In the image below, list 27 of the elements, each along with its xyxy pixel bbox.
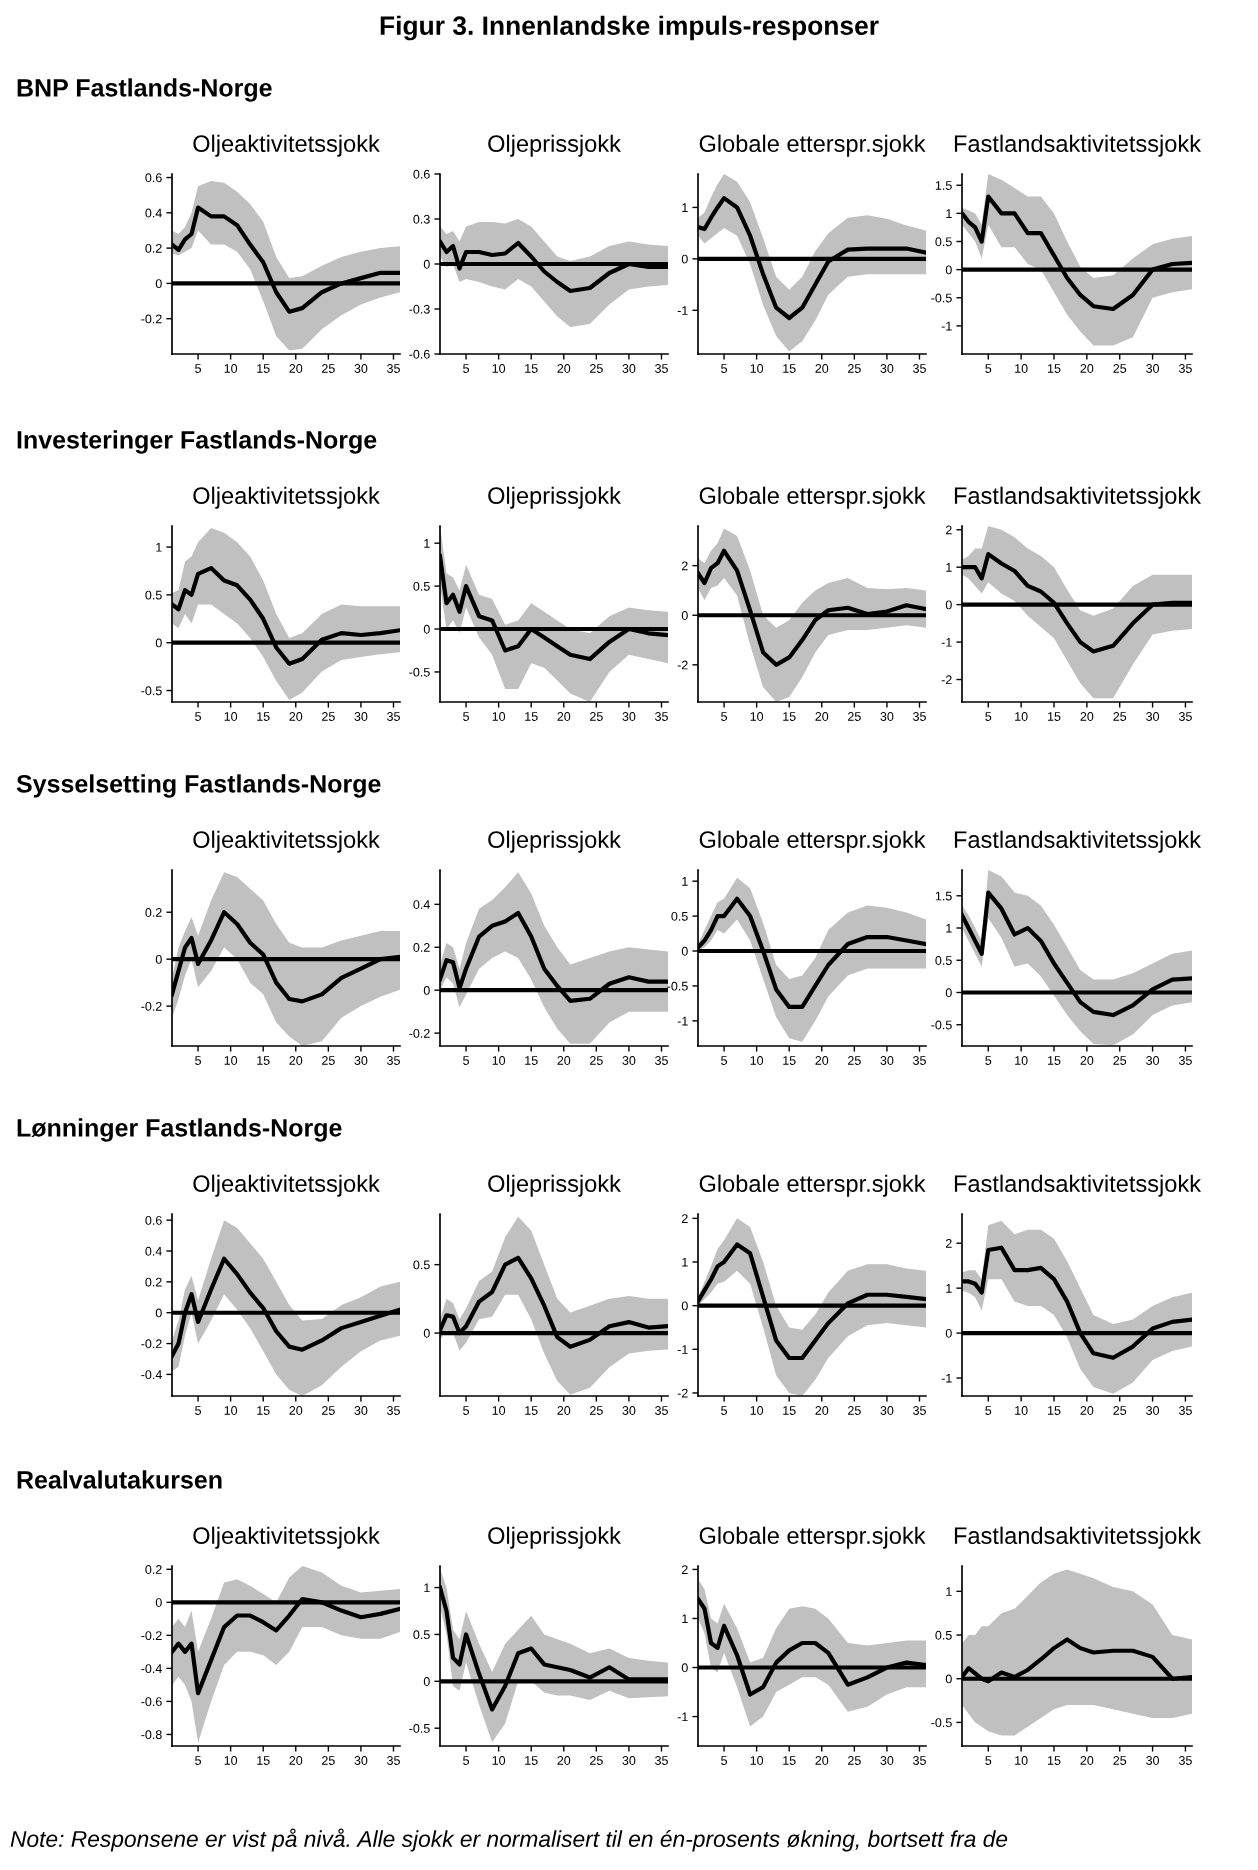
chart-title: Oljeaktivitetssjokk <box>193 830 380 853</box>
chart-title: Fastlandsaktivitetssjokk <box>954 486 1202 509</box>
chart-title: Globale etterspr.sjokk <box>699 486 926 509</box>
chart-subtitle: Sysselsetting Fastlands-Norge <box>16 774 381 798</box>
chart-title: Fastlandsaktivitetssjokk <box>954 1174 1202 1197</box>
chart-title: Oljeprissjokk <box>488 134 621 157</box>
chart-title: Globale etterspr.sjokk <box>699 1174 926 1197</box>
chart-title: Oljeaktivitetssjokk <box>193 1174 380 1197</box>
chart-subtitle: Realvalutakursen <box>17 1470 222 1489</box>
chart-title: Oljeprissjokk <box>488 1174 621 1197</box>
chart-title: Globale etterspr.sjokk <box>699 830 926 853</box>
chart-subtitle: BNP Fastlands-Norge <box>17 78 272 102</box>
chart-title: Globale etterspr.sjokk <box>699 1526 926 1549</box>
text: Figur 3. Innenlandske impuls-responser <box>380 15 879 41</box>
chart-title: Fastlandsaktivitetssjokk <box>954 830 1202 853</box>
chart-title: Oljeaktivitetssjokk <box>193 486 380 509</box>
chart-subtitle: Investeringer Fastlands-Norge <box>17 430 377 454</box>
chart-title: Oljeprissjokk <box>488 1526 621 1549</box>
chart-title: Fastlandsaktivitetssjokk <box>954 1526 1202 1549</box>
chart-title: Oljeaktivitetssjokk <box>193 1526 380 1549</box>
chart-subtitle: Lønninger Fastlands-Norge <box>17 1118 342 1142</box>
chart-title: Oljeprissjokk <box>488 830 621 853</box>
chart-title: Oljeaktivitetssjokk <box>193 134 380 157</box>
chart-title: Oljeprissjokk <box>488 486 621 509</box>
chart-title: Fastlandsaktivitetssjokk <box>954 134 1202 157</box>
text: Note: Responsene er vist på nivå. Alle sjokk er normalisert til en én-prosents økning, bortsett fra de <box>10 1828 1008 1852</box>
chart-title: Globale etterspr.sjokk <box>699 134 926 157</box>
